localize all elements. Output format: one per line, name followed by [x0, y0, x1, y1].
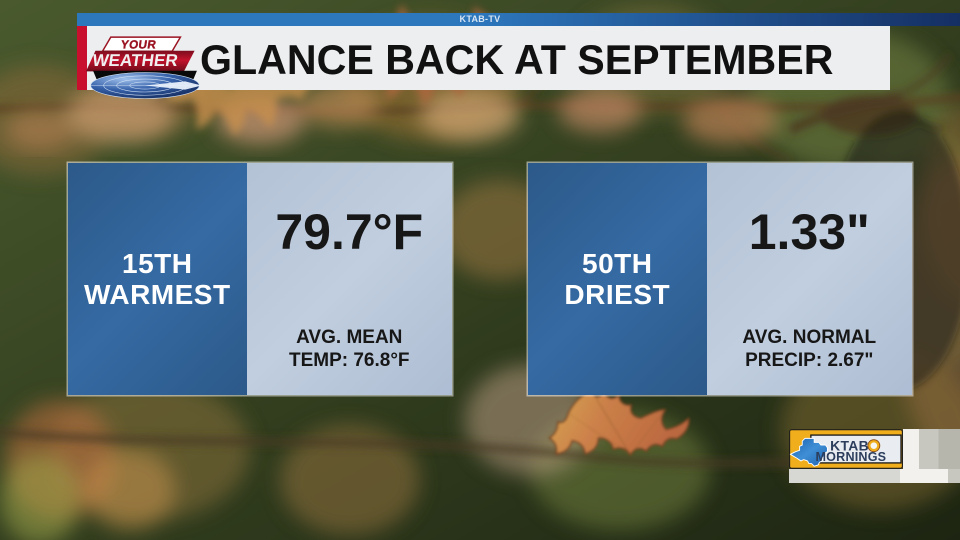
svg-text:MORNINGS: MORNINGS	[816, 450, 887, 464]
svg-text:WEATHER: WEATHER	[91, 50, 180, 70]
svg-text:YOUR: YOUR	[120, 37, 157, 51]
